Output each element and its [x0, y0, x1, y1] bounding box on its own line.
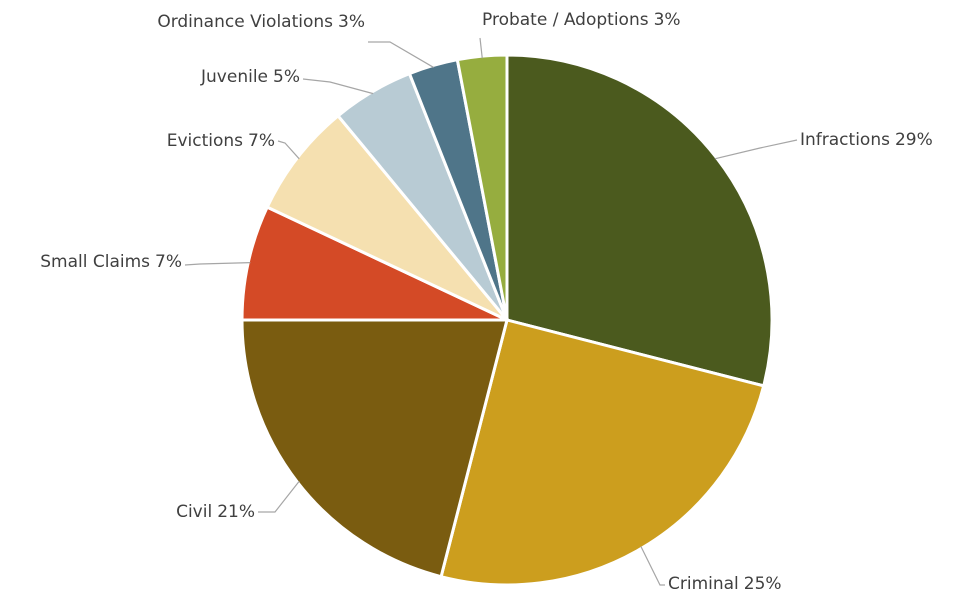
category-name: Ordinance Violations: [157, 12, 333, 32]
value-label: 5%: [273, 67, 300, 87]
data-label: Small Claims 7%: [40, 252, 182, 272]
pie-slice: [505, 53, 774, 388]
leader-line: [302, 78, 374, 95]
value-label: 29%: [895, 130, 933, 150]
leader-line: [640, 546, 665, 586]
leader-line: [184, 262, 251, 266]
data-label: Civil 21%: [176, 502, 255, 522]
category-name: Probate / Adoptions: [482, 10, 649, 30]
value-label: 7%: [248, 131, 275, 151]
value-label: 25%: [744, 574, 782, 594]
data-label: Probate / Adoptions 3%: [482, 10, 681, 30]
value-label: 7%: [155, 252, 182, 272]
leader-line: [479, 37, 483, 59]
data-label: Infractions 29%: [800, 130, 933, 150]
data-label: Criminal 25%: [668, 574, 782, 594]
data-label: Evictions 7%: [167, 131, 275, 151]
leader-line: [714, 139, 798, 160]
value-label: 3%: [654, 10, 681, 30]
category-name: Infractions: [800, 130, 890, 150]
category-name: Civil: [176, 502, 212, 522]
leader-line: [277, 140, 300, 160]
leader-line: [368, 41, 434, 68]
value-label: 3%: [338, 12, 365, 32]
value-label: 21%: [217, 502, 255, 522]
leader-line: [258, 480, 300, 513]
category-name: Small Claims: [40, 252, 150, 272]
category-name: Juvenile: [200, 67, 268, 87]
data-label: Ordinance Violations 3%: [157, 12, 365, 32]
data-label: Juvenile 5%: [200, 67, 300, 87]
category-name: Evictions: [167, 131, 243, 151]
category-name: Criminal: [668, 574, 739, 594]
